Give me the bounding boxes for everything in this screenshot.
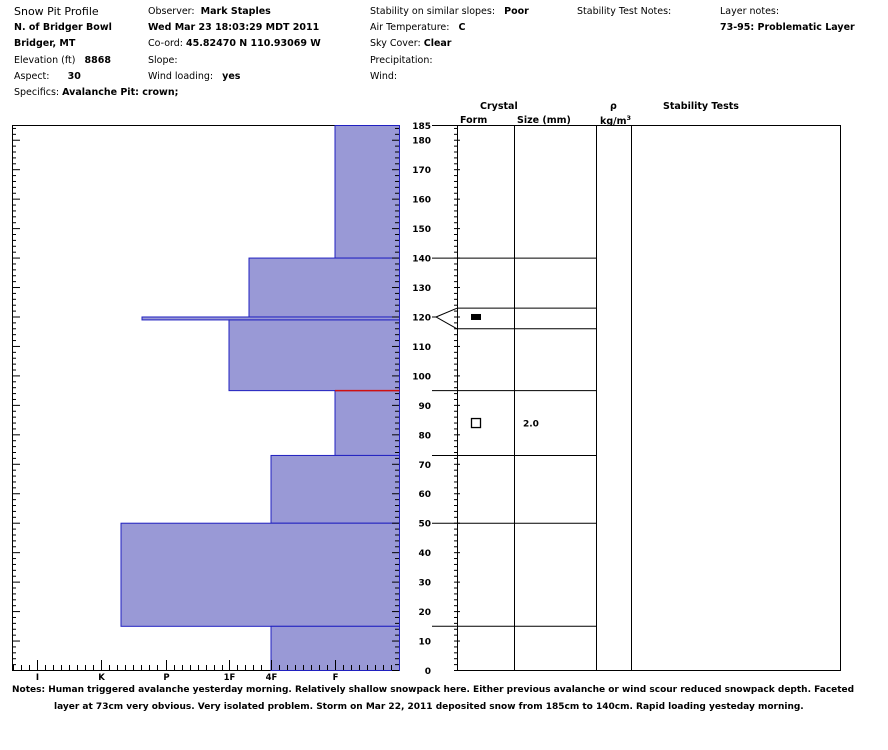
depth-tick-label: 50 [418,520,431,530]
location-name: N. of Bridger Bowl [14,22,112,34]
notes-line-2: layer at 73cm very obvious. Very isolate… [54,702,804,712]
depth-tick-label: 80 [418,431,431,441]
elevation-label: Elevation (ft) [14,54,76,66]
layer-connector [435,307,458,318]
hardness-tick-label: 4F [266,673,278,680]
hardness-tick-label: K [98,673,105,680]
depth-tick-label: 185 [412,122,431,132]
density-unit-header: kg/m3 [600,114,631,127]
hardness-tick-label: P [163,673,169,680]
form-header: Form [460,115,487,126]
hardness-axis: I K P 1F 4F F [13,660,392,680]
depth-tick-label: 180 [412,137,431,147]
layer-boundaries [432,257,597,627]
hardness-bar [270,454,400,524]
profile-title: Snow Pit Profile [14,5,99,18]
aspect-value: 30 [67,70,81,82]
depth-tick-label: 60 [418,490,431,500]
depth-tick-label: 160 [412,196,431,206]
crystal-observations: 2.0 [470,313,539,430]
depth-tick-label: 70 [418,461,431,471]
elevation-value: 8868 [84,54,111,66]
precip-label: Precipitation: [370,54,433,66]
wind-loading-label: Wind loading: [148,70,214,82]
wind-loading-value: yes [222,70,241,82]
crystal-size-label: 2.0 [523,420,539,430]
observer-label: Observer: [148,6,195,17]
aspect-label: Aspect: [14,70,50,82]
sky-value: Clear [423,38,452,50]
notes-line-1: Notes: Human triggered avalanche yesterd… [12,685,855,695]
depth-tick-label: 150 [412,225,431,235]
hardness-bar [120,522,400,627]
header-conditions: Stability on similar slopes: Poor Air Te… [370,4,529,85]
hardness-tick-label: 1F [224,673,236,680]
hardness-bar [334,390,400,456]
stability-test-notes-label: Stability Test Notes: [577,6,672,17]
layer-connector [435,316,458,330]
region-name: Bridger, MT [14,38,76,50]
air-temp-value: C [458,22,466,34]
depth-axis: 0 10 20 30 40 50 60 70 80 90 100 110 120 130 140 150 160… [12,122,460,677]
depth-tick-label: 140 [412,255,431,265]
wind-label: Wind: [370,70,398,82]
air-temp-label: Air Temperature: [370,22,450,34]
notes-section: Notes: Human triggered avalanche yesterd… [12,682,876,716]
hardness-bar [228,319,400,392]
slope-label: Slope: [148,54,178,66]
hardness-tick-label: I [36,673,39,680]
stability-label: Stability on similar slopes: [370,6,496,17]
coord-label: Co-ord: [148,38,184,50]
hardness-bar [248,257,400,318]
header-stability-notes: Stability Test Notes: [577,4,671,20]
snow-pit-chart: I K P 1F 4F F 0 10 20 30 40 50 60 70 80 90 100 110 120 130… [12,101,841,680]
depth-tick-label: 130 [412,284,431,294]
hardness-bars [120,125,400,671]
observer-value: Mark Staples [200,6,271,17]
layer-notes-value: 73-95: Problematic Layer [720,22,855,34]
layer-notes-label: Layer notes: [720,6,780,17]
size-header: Size (mm) [517,115,571,126]
header-site-info: Snow Pit Profile N. of Bridger Bowl Brid… [14,4,178,101]
crystal-form-open-square [470,417,482,429]
specifics-label: Specifics: [14,86,60,98]
hardness-tick-label: F [333,673,339,680]
depth-tick-label: 30 [418,579,431,589]
observation-datetime: Wed Mar 23 18:03:29 MDT 2011 [148,22,320,34]
hardness-bar [334,125,400,259]
depth-tick-label: 20 [418,608,431,618]
depth-tick-label: 90 [418,402,431,412]
stability-tests-frame [596,125,841,671]
depth-tick-label: 100 [412,372,431,382]
depth-tick-label: 120 [412,313,431,323]
depth-tick-label: 10 [418,638,431,648]
header-layer-notes: Layer notes: 73-95: Problematic Layer [720,4,855,36]
stability-tests-header: Stability Tests [663,101,739,112]
crystal-form-filled-square [471,313,481,320]
header-observer-info: Observer: Mark Staples Wed Mar 23 18:03:… [148,4,321,85]
sky-label: Sky Cover: [370,38,421,50]
depth-tick-label: 170 [412,166,431,176]
depth-tick-label: 0 [425,667,431,677]
specifics-value: Avalanche Pit: crown; [62,86,179,98]
depth-tick-label: 40 [418,549,431,559]
crystal-header: Crystal [480,101,518,112]
coord-value: 45.82470 N 110.93069 W [186,38,321,50]
depth-tick-label: 110 [412,343,431,353]
rho-header: ρ [610,101,617,112]
density-unit: kg/m [600,116,627,127]
density-exponent: 3 [627,114,632,122]
stability-value: Poor [504,6,529,17]
